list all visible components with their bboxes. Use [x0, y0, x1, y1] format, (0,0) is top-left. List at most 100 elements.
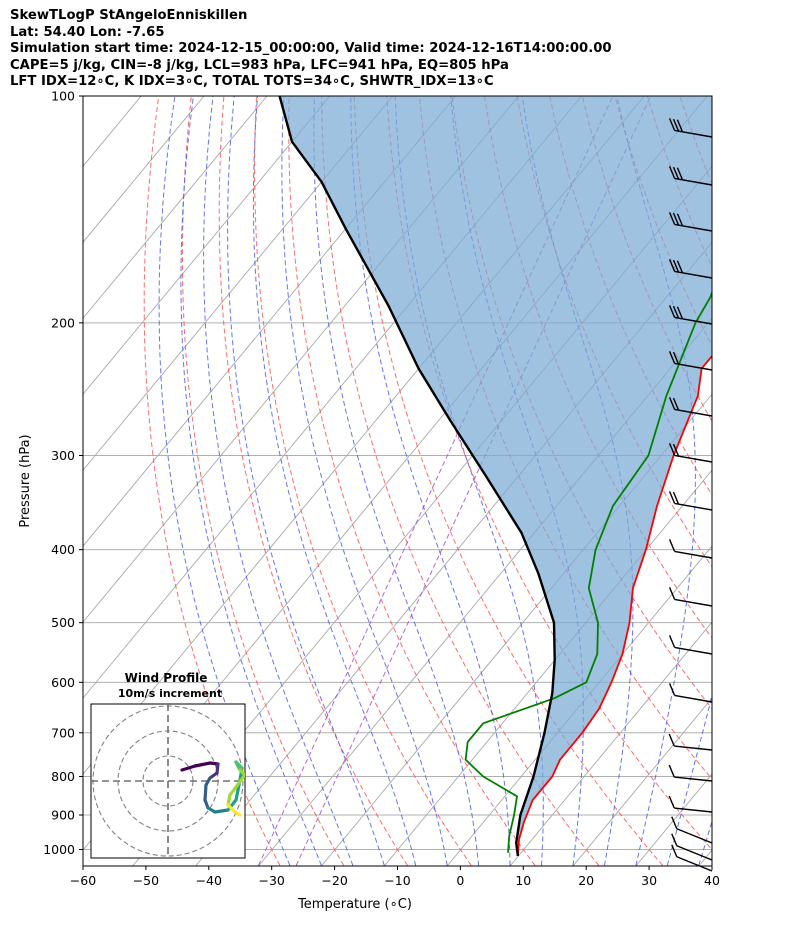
- dry-adiabat-line: [288, 96, 536, 866]
- wind-barb: [668, 443, 713, 463]
- dry-adiabat-line: [745, 96, 794, 866]
- dry-adiabat-line: [778, 96, 794, 866]
- hodograph-segment: [180, 764, 197, 772]
- hodograph-segment: [193, 761, 212, 768]
- barb-shaft: [674, 129, 713, 138]
- dry-adiabat-line: [254, 96, 472, 866]
- moist-adiabat-line: [252, 96, 417, 866]
- barb-shaft: [674, 223, 713, 232]
- indices-line-1: CAPE=5 j/kg, CIN=-8 j/kg, LCL=983 hPa, L…: [10, 57, 509, 73]
- wind-barb: [668, 635, 713, 655]
- wind-barb: [668, 764, 713, 782]
- hodograph-segment: [228, 773, 245, 797]
- barb-flag: [668, 795, 675, 809]
- barb-flag: [672, 259, 680, 273]
- dewpoint-line: [464, 290, 712, 853]
- barb-flag: [672, 397, 680, 411]
- y-axis-label: Pressure (hPa): [18, 434, 33, 527]
- barb-flag: [668, 587, 676, 600]
- barb-shaft: [674, 362, 713, 371]
- y-tick-label: 900: [51, 808, 75, 823]
- y-tick-label: 700: [51, 725, 75, 740]
- barb-flag: [668, 118, 676, 131]
- wind-barb: [668, 305, 713, 325]
- barb-flag: [668, 305, 676, 318]
- barb-flag: [668, 166, 676, 179]
- barb-flag: [676, 306, 684, 320]
- barb-shaft: [674, 270, 713, 279]
- moist-adiabat-line: [313, 96, 480, 866]
- barb-shaft: [674, 408, 713, 417]
- barb-shaft: [674, 745, 713, 751]
- wind-barb: [668, 397, 713, 417]
- x-tick-label: 30: [641, 873, 657, 888]
- isotherm-line: [83, 96, 268, 319]
- barb-shaft: [674, 694, 713, 703]
- barb-shaft: [674, 776, 713, 782]
- moist-adiabat-line: [203, 96, 354, 866]
- barb-shaft: [676, 845, 713, 861]
- wind-barb: [668, 259, 713, 279]
- dry-adiabat-line: [143, 96, 281, 866]
- barb-flag: [668, 491, 676, 504]
- chart-header: SkewTLogP StAngeloEnniskillen Lat: 54.40…: [10, 8, 612, 91]
- wind-barb: [671, 844, 713, 872]
- barb-flag: [668, 351, 676, 364]
- moist-adiabat-line: [350, 96, 511, 866]
- barb-flag: [668, 397, 676, 410]
- barb-shaft: [676, 828, 713, 844]
- moist-adiabat-line: [698, 819, 712, 866]
- wind-barb: [668, 491, 713, 511]
- barb-flag: [672, 212, 680, 226]
- x-tick-label: 10: [515, 873, 531, 888]
- x-tick-label: −10: [384, 873, 410, 888]
- barb-shaft: [676, 856, 713, 872]
- y-tick-label: 400: [51, 542, 75, 557]
- barb-flag: [672, 305, 680, 319]
- barb-shaft: [674, 177, 713, 186]
- y-tick-label: 1000: [43, 842, 75, 857]
- x-tick-label: 40: [704, 873, 720, 888]
- barb-flag: [676, 119, 684, 133]
- hodograph-segment: [233, 810, 242, 817]
- isotherm-line: [83, 96, 394, 471]
- barb-flag: [668, 635, 676, 648]
- wind-barb: [668, 166, 713, 186]
- barb-shaft: [674, 598, 713, 607]
- indices-line-2: LFT IDX=12∘C, K IDX=3∘C, TOTAL TOTS=34∘C…: [10, 74, 494, 90]
- wind-barb: [668, 118, 713, 138]
- dry-adiabat-line: [181, 96, 345, 866]
- cape-area: [279, 96, 712, 856]
- y-tick-label: 500: [51, 615, 75, 630]
- wind-barbs: [668, 118, 713, 872]
- hodograph-title: Wind Profile: [125, 671, 208, 685]
- barb-flag: [671, 833, 678, 847]
- barb-flag: [672, 118, 680, 132]
- x-tick-label: −20: [321, 873, 347, 888]
- wind-barb: [668, 587, 713, 607]
- wind-barb: [668, 212, 713, 232]
- barb-flag: [668, 683, 676, 696]
- isotherm-line: [83, 96, 331, 395]
- y-tick-label: 100: [51, 89, 75, 104]
- barb-shaft: [674, 550, 713, 559]
- y-tick-label: 200: [51, 315, 75, 330]
- barb-shaft: [674, 502, 713, 511]
- barb-shaft: [674, 807, 713, 813]
- axes: −60 −50 −40 −30 −20 −10 0 10 20 30 40 100 200 300 400 5…: [43, 89, 720, 889]
- x-tick-label: 20: [578, 873, 594, 888]
- barb-flag: [672, 491, 680, 505]
- profile-lines: [278, 96, 712, 857]
- hodograph-segment: [203, 783, 208, 802]
- barb-flag: [668, 259, 676, 272]
- y-tick-label: 300: [51, 448, 75, 463]
- barb-flag: [672, 166, 680, 180]
- moist-adiabat-line: [158, 96, 291, 866]
- dry-adiabat-line: [353, 96, 663, 866]
- dry-adiabat-line: [581, 96, 712, 423]
- wind-barb: [668, 351, 713, 371]
- parcel-line: [278, 96, 556, 857]
- hodograph-segment: [226, 793, 232, 807]
- wind-barb: [668, 733, 713, 751]
